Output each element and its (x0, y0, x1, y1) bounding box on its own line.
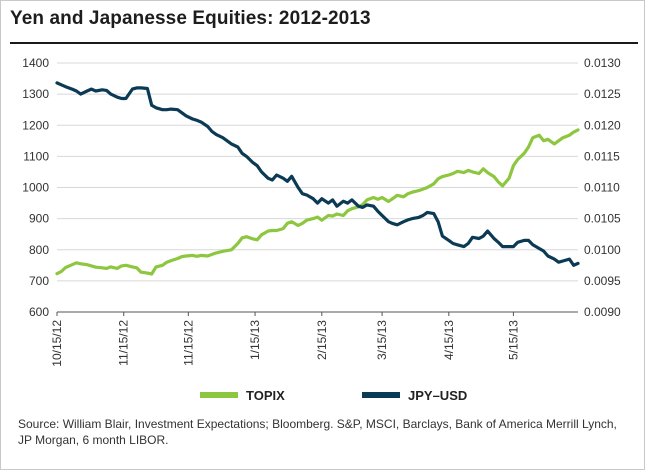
y-left-tick-label: 700 (29, 274, 49, 288)
y-left-tick-label: 1100 (23, 149, 49, 163)
y-left-tick-label: 600 (29, 305, 49, 319)
y-right-tick-label: 0.0120 (584, 118, 621, 132)
legend-label-jpy-usd: JPY–USD (408, 387, 468, 403)
y-right-tick-label: 0.0125 (584, 87, 621, 101)
x-tick-label: 5/15/13 (506, 320, 520, 360)
x-tick-label: 10/15/12 (50, 320, 64, 367)
x-tick-label: 11/15/12 (181, 320, 195, 366)
y-right-tick-label: 0.0100 (584, 243, 621, 257)
y-left-tick-label: 1300 (22, 87, 49, 101)
y-left-tick-label: 1000 (22, 181, 49, 195)
y-left-tick-label: 1200 (22, 118, 49, 132)
x-tick-label: 11/15/12 (117, 320, 131, 366)
y-right-tick-label: 0.0115 (584, 149, 620, 163)
x-tick-label: 2/15/13 (315, 320, 329, 360)
x-tick-label: 3/15/13 (375, 320, 389, 360)
chart-title: Yen and Japanesse Equities: 2012-2013 (10, 8, 371, 29)
x-tick-label: 4/15/13 (442, 320, 456, 360)
legend-item-jpy-usd: JPY–USD (362, 385, 467, 405)
legend-label-topix: TOPIX (246, 387, 285, 403)
y-left-tick-label: 800 (29, 243, 49, 257)
topix-line (55, 128, 580, 276)
y-right-tick-label: 0.0130 (584, 56, 621, 70)
source-note: Source: William Blair, Investment Expect… (18, 417, 617, 447)
y-right-tick-label: 0.0105 (584, 212, 621, 226)
y-left-tick-label: 900 (29, 212, 49, 226)
title-rule (10, 42, 638, 44)
legend-swatch-jpy-usd (362, 392, 400, 398)
jpy-usd-line (55, 81, 580, 267)
legend-swatch-topix (200, 392, 238, 398)
legend-item-topix: TOPIX (200, 385, 285, 405)
y-right-tick-label: 0.0095 (584, 274, 621, 288)
x-tick-label: 1/15/13 (248, 320, 262, 360)
y-right-tick-label: 0.0090 (584, 305, 621, 319)
y-left-tick-label: 1400 (22, 56, 49, 70)
y-right-tick-label: 0.0110 (584, 181, 620, 195)
